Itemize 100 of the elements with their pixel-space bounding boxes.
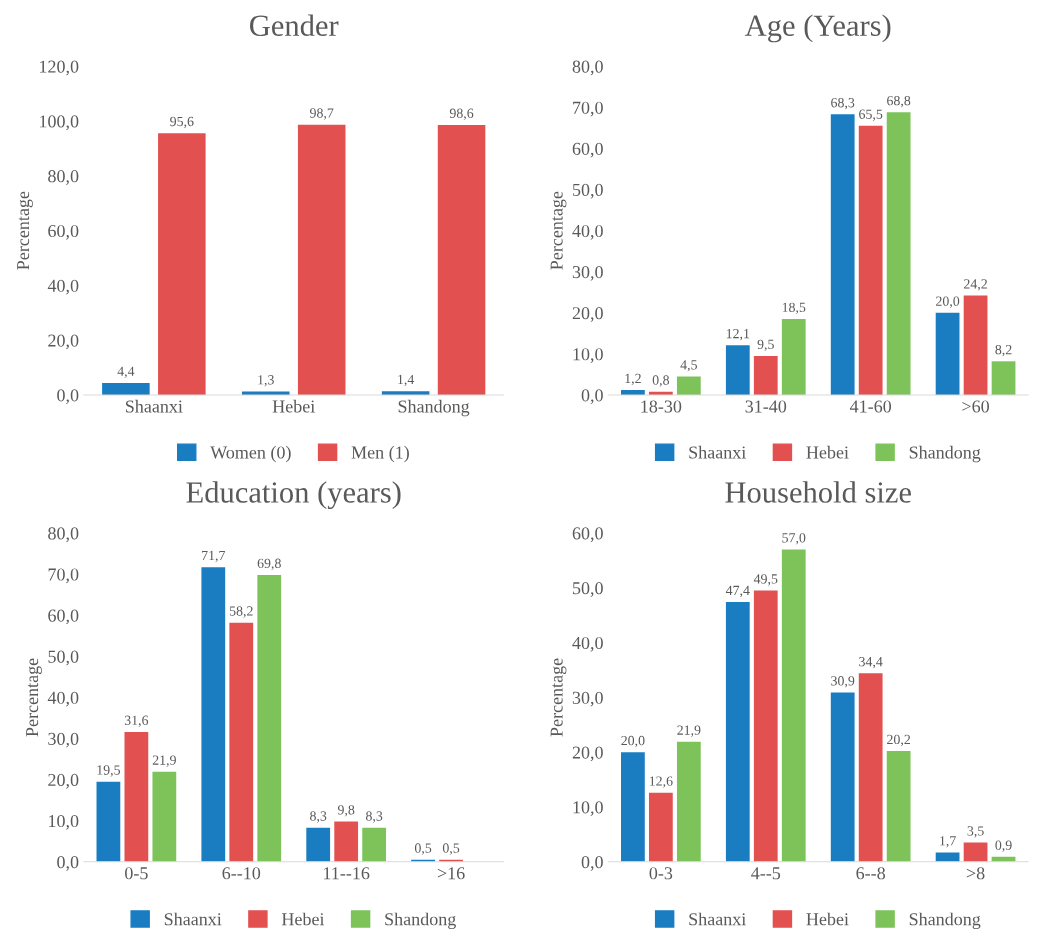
y-tick-label: 20,0 bbox=[572, 746, 603, 762]
bar bbox=[886, 112, 911, 395]
data-label: 19,5 bbox=[97, 765, 121, 777]
bar bbox=[648, 792, 673, 862]
data-label: 98,7 bbox=[309, 108, 334, 120]
chart-title: Gender bbox=[250, 14, 339, 37]
y-tick-label: 60,0 bbox=[572, 142, 603, 158]
y-tick-label: 80,0 bbox=[572, 60, 603, 76]
y-tick-label: 10,0 bbox=[49, 814, 79, 830]
bar bbox=[676, 376, 701, 395]
x-tick-label: 0-3 bbox=[649, 867, 673, 880]
bar bbox=[124, 731, 149, 862]
legend-label: Shaanxi bbox=[689, 445, 746, 459]
data-label: 1,7 bbox=[940, 836, 956, 848]
data-label: 9,5 bbox=[757, 339, 774, 351]
y-tick-label: 0,0 bbox=[581, 856, 603, 871]
y-tick-label: 80,0 bbox=[48, 527, 79, 543]
data-label: 31,6 bbox=[124, 715, 149, 727]
bar bbox=[886, 751, 911, 862]
chart-title: Education (years) bbox=[186, 481, 401, 510]
y-axis-title: Percentage bbox=[26, 658, 42, 737]
legend-label: Men (1) bbox=[351, 445, 409, 463]
bar bbox=[201, 567, 226, 862]
legend-label: Hebei bbox=[281, 912, 325, 926]
x-tick-label: Shaanxi bbox=[125, 399, 183, 413]
data-label: 20,0 bbox=[936, 296, 960, 308]
bar bbox=[152, 771, 177, 862]
y-axis-title: Percentage bbox=[550, 658, 567, 737]
bar bbox=[676, 741, 701, 862]
x-tick-label: 6--10 bbox=[222, 867, 261, 880]
data-label: 12,6 bbox=[649, 776, 673, 788]
y-tick-label: 50,0 bbox=[48, 650, 79, 666]
bar bbox=[725, 345, 750, 395]
data-label: 3,5 bbox=[967, 826, 984, 838]
data-label: 12,1 bbox=[726, 328, 750, 341]
y-tick-label: 70,0 bbox=[573, 101, 603, 117]
data-label: 24,2 bbox=[964, 279, 987, 291]
data-label: 18,5 bbox=[782, 302, 806, 314]
legend-label: Hebei bbox=[806, 912, 849, 926]
chart-title: Age (Years) bbox=[744, 14, 891, 43]
y-tick-label: 30,0 bbox=[572, 691, 603, 707]
bar bbox=[781, 549, 806, 862]
data-label: 0,8 bbox=[652, 375, 670, 387]
bar bbox=[858, 673, 883, 862]
legend-label: Women (0) bbox=[210, 445, 291, 463]
bar bbox=[858, 125, 883, 395]
data-label: 47,4 bbox=[725, 585, 750, 598]
x-tick-label: 18-30 bbox=[641, 400, 682, 413]
data-label: 9,8 bbox=[337, 805, 355, 817]
bar bbox=[306, 827, 331, 862]
y-tick-label: 120,0 bbox=[40, 60, 79, 76]
x-tick-label: >60 bbox=[962, 400, 989, 413]
data-label: 1,4 bbox=[398, 374, 415, 387]
bar bbox=[753, 355, 778, 395]
bar bbox=[229, 622, 254, 862]
data-label: 20,2 bbox=[887, 734, 911, 747]
bar bbox=[830, 692, 855, 862]
data-label: 4,4 bbox=[117, 366, 135, 378]
y-tick-label: 40,0 bbox=[572, 636, 603, 652]
bar bbox=[963, 842, 988, 862]
bar bbox=[725, 602, 750, 862]
data-label: 68,3 bbox=[831, 98, 855, 110]
data-label: 58,2 bbox=[229, 606, 253, 618]
y-tick-label: 50,0 bbox=[573, 582, 603, 597]
x-tick-label: 41-60 bbox=[849, 400, 892, 413]
x-tick-label: >8 bbox=[966, 867, 985, 880]
data-label: 0,5 bbox=[414, 843, 432, 855]
y-tick-label: 60,0 bbox=[48, 224, 79, 240]
data-label: 0,5 bbox=[442, 843, 460, 855]
legend-label: Shandong bbox=[909, 445, 981, 463]
bar bbox=[297, 124, 346, 395]
data-label: 0,9 bbox=[995, 840, 1012, 852]
x-tick-label: 4--5 bbox=[751, 867, 781, 880]
x-tick-label: 11--16 bbox=[324, 867, 370, 880]
data-label: 30,9 bbox=[831, 676, 855, 688]
x-tick-label: Shandong bbox=[398, 399, 470, 417]
y-tick-label: 70,0 bbox=[48, 568, 79, 584]
bar bbox=[437, 124, 486, 395]
y-tick-label: 30,0 bbox=[572, 265, 603, 281]
x-tick-label: 6--8 bbox=[856, 867, 886, 880]
data-label: 69,8 bbox=[257, 558, 281, 570]
y-tick-label: 10,0 bbox=[573, 801, 603, 817]
y-tick-label: 20,0 bbox=[48, 773, 79, 789]
y-tick-label: 20,0 bbox=[48, 334, 79, 350]
data-label: 4,5 bbox=[680, 360, 697, 372]
legend-label: Shandong bbox=[909, 912, 981, 930]
data-label: 21,9 bbox=[152, 755, 176, 767]
y-tick-label: 20,0 bbox=[572, 307, 603, 322]
y-tick-label: 80,0 bbox=[48, 170, 79, 185]
data-label: 1,2 bbox=[625, 373, 641, 386]
y-tick-label: 0,0 bbox=[57, 856, 79, 871]
data-label: 71,7 bbox=[202, 550, 226, 563]
y-tick-label: 40,0 bbox=[47, 691, 79, 707]
data-label: 1,3 bbox=[258, 375, 274, 387]
data-label: 21,9 bbox=[677, 725, 701, 737]
bar bbox=[830, 114, 855, 395]
y-tick-label: 40,0 bbox=[572, 224, 603, 240]
data-label: 68,8 bbox=[887, 95, 911, 108]
bar bbox=[621, 752, 645, 862]
x-tick-label: Hebei bbox=[272, 399, 315, 413]
